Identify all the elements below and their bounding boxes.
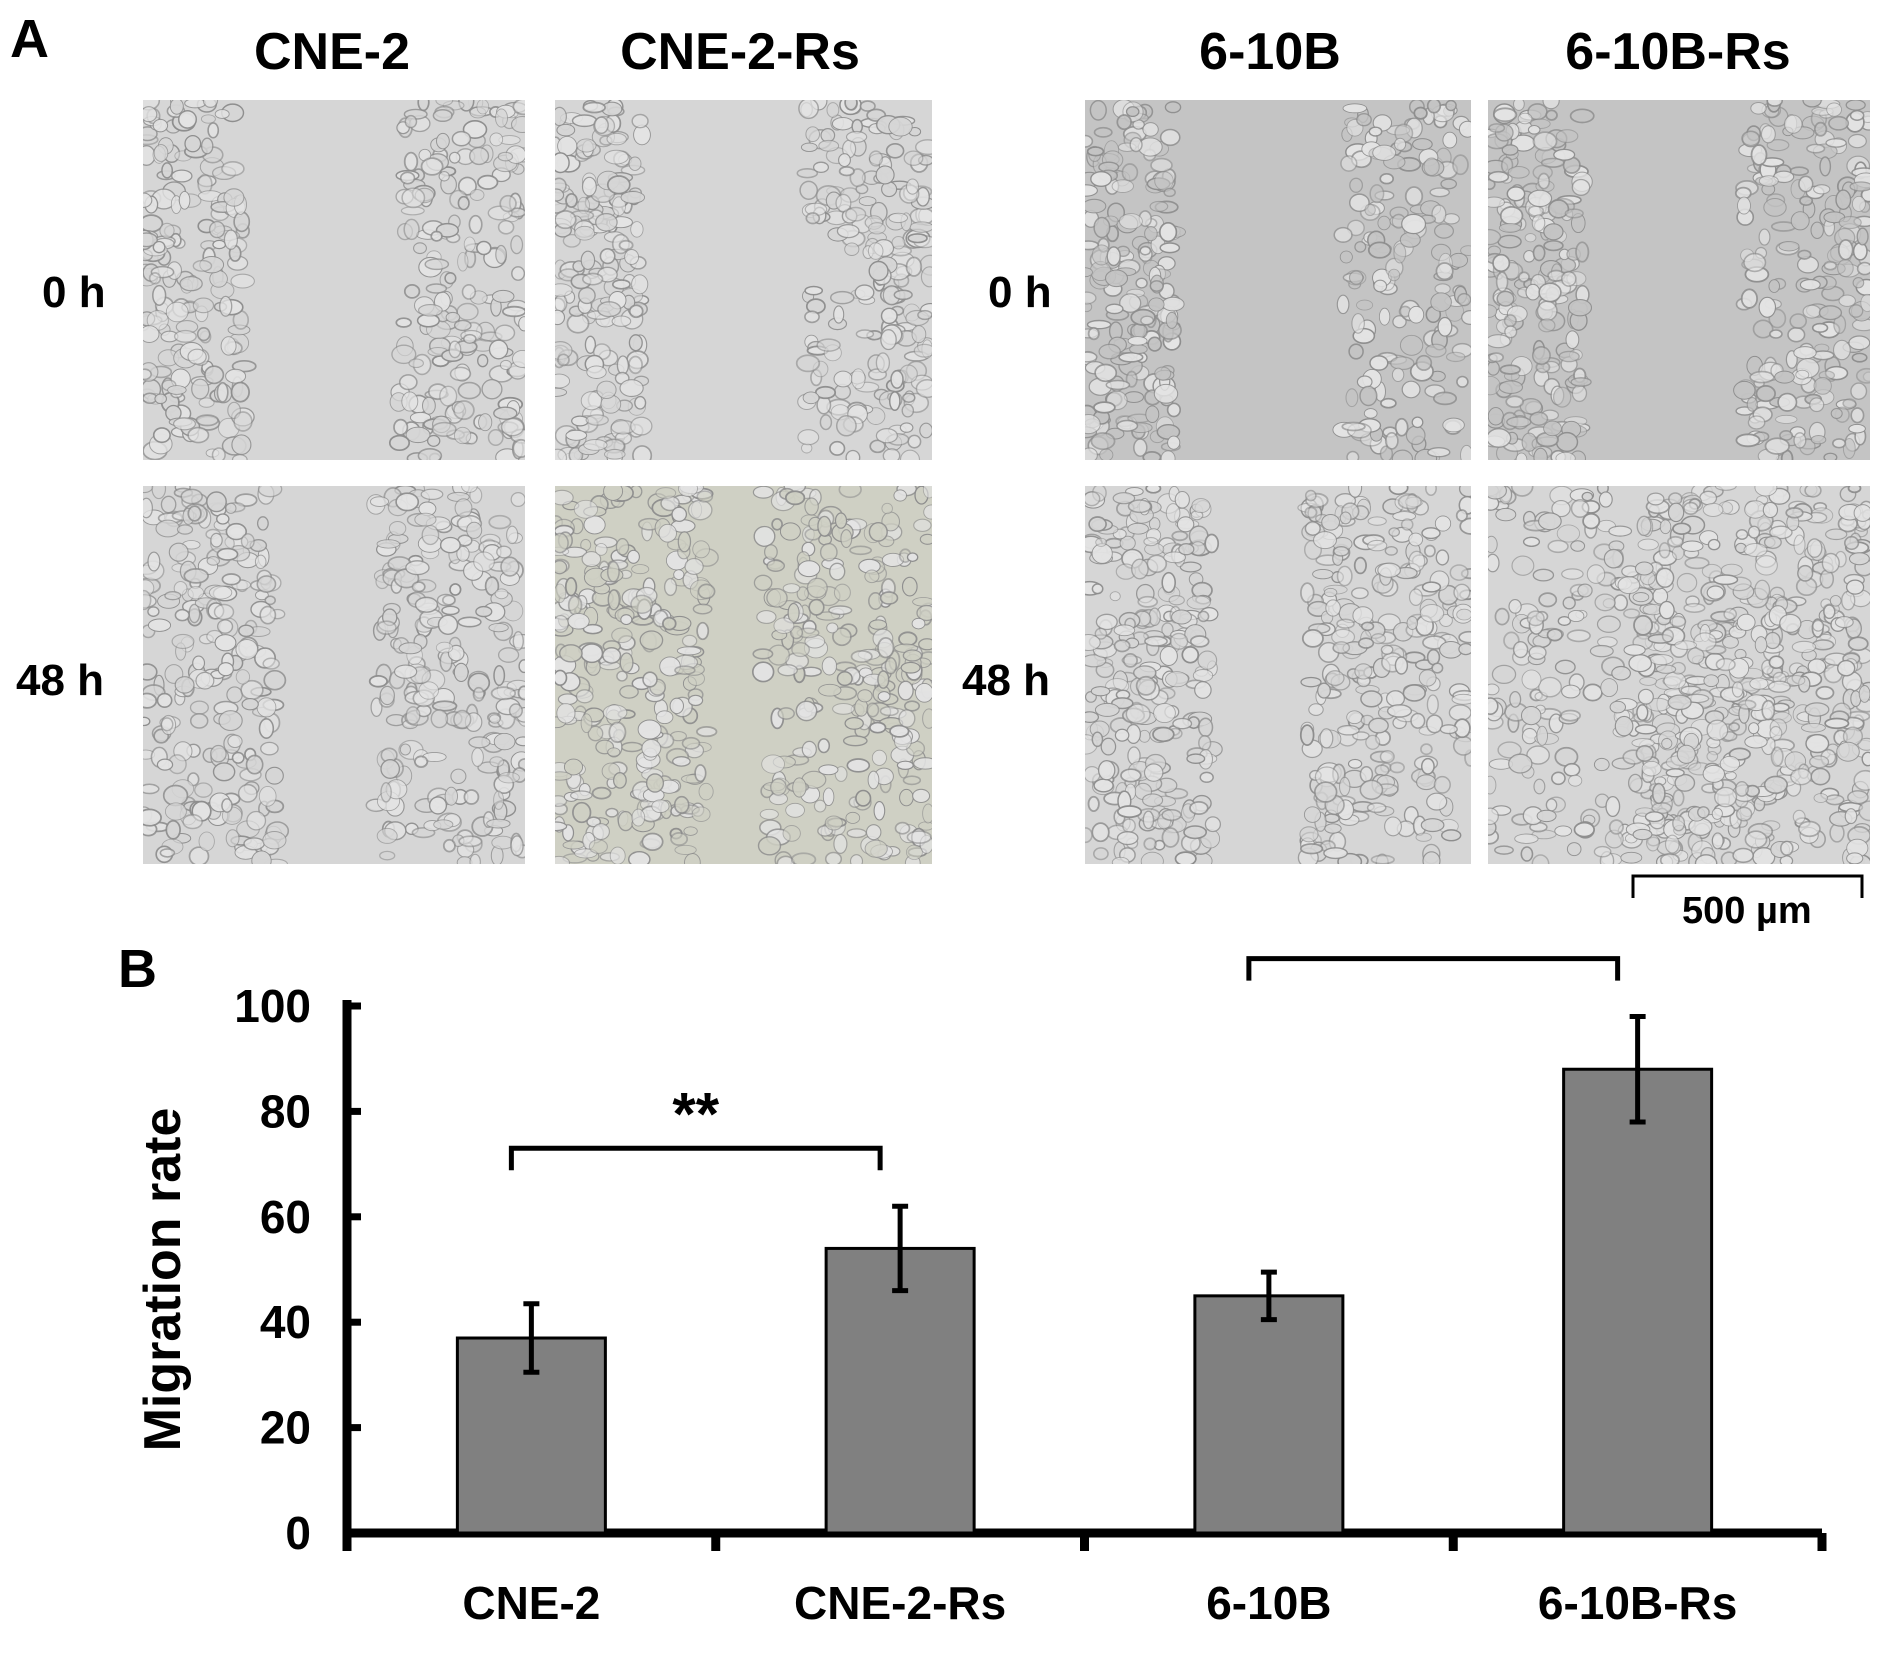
error-bar [523, 1301, 540, 1375]
micrograph-cne2-48h [143, 486, 525, 864]
row-label-48h-right: 48 h [962, 656, 1051, 705]
error-bar [1260, 1269, 1277, 1323]
x-tick-label: 6-10B-Rs [1538, 1577, 1737, 1629]
scale-bar-label: 500 µm [1682, 890, 1812, 932]
bar-6-10b [1193, 1294, 1345, 1535]
y-axis-label: Migration rate [134, 1108, 192, 1452]
bar-cne-2-rs [824, 1246, 976, 1535]
column-label-cne2: CNE-2 [253, 23, 411, 81]
micrograph-6-10b-0h [1085, 100, 1471, 460]
x-tick-label: 6-10B [1206, 1577, 1331, 1629]
migration-bar-chart: 0 20 40 60 80 100 Migration rate CNE-2 CNE-2-Rs 6… [134, 930, 1827, 1629]
y-tick-label: 80 [260, 1085, 311, 1137]
x-tick-label: CNE-2 [462, 1577, 600, 1629]
x-tick-label: CNE-2-Rs [794, 1577, 1006, 1629]
bar-6-10b-rs [1562, 1067, 1714, 1535]
y-tick-label: 0 [285, 1507, 311, 1559]
micrograph-6-10b-rs-0h [1488, 100, 1870, 460]
y-tick-label: 20 [260, 1402, 311, 1454]
column-label-cne2-rs: CNE-2-Rs [620, 23, 860, 81]
micrograph-cne2-0h [143, 100, 525, 460]
row-label-0h-left: 0 h [42, 268, 106, 317]
y-tick-label: 100 [234, 980, 311, 1032]
micrograph-cne2-rs-48h [555, 486, 932, 864]
error-bar [892, 1203, 909, 1294]
y-tick-label: 60 [260, 1191, 311, 1243]
row-label-0h-right: 0 h [988, 268, 1052, 317]
y-tick-label: 40 [260, 1296, 311, 1348]
micrograph-6-10b-48h [1085, 486, 1471, 864]
column-label-6-10b: 6-10B [1199, 23, 1341, 81]
micrograph-6-10b-rs-48h [1488, 486, 1870, 864]
column-label-6-10b-rs: 6-10B-Rs [1565, 23, 1791, 81]
row-label-48h-left: 48 h [16, 656, 105, 705]
micrograph-cne2-rs-0h [555, 100, 932, 460]
error-bar [1629, 1014, 1646, 1125]
scale-bar [1631, 874, 1864, 898]
significance-bracket [508, 1145, 883, 1171]
significance-label: ** [1410, 930, 1457, 958]
panel-b-label: B [118, 939, 157, 999]
significance-label: ** [672, 1080, 719, 1147]
panel-a-label: A [10, 9, 49, 69]
significance-bracket [1246, 956, 1621, 981]
